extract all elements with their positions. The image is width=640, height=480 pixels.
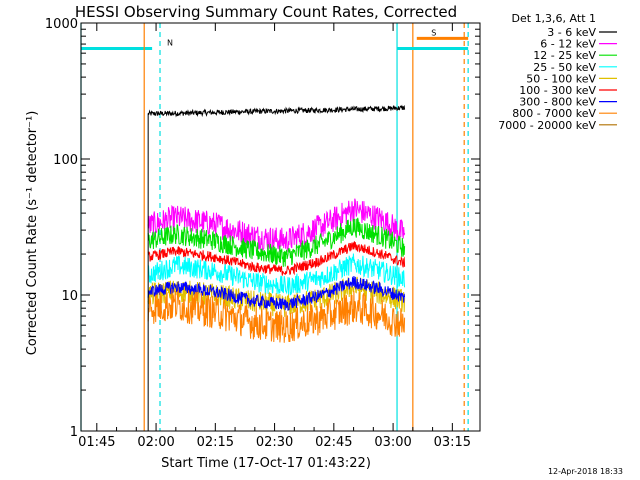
- observing-annotations: NS: [80, 23, 469, 431]
- series-line: [147, 198, 406, 253]
- x-axis-ticks: 01:45 02:00 02:15 02:30 02:45 03:00 03:15: [78, 23, 471, 450]
- legend-label: 6 - 12 keV: [540, 38, 596, 51]
- legend-label: 25 - 50 keV: [533, 61, 596, 74]
- legend-label: 12 - 25 keV: [533, 49, 596, 62]
- annotation-label: S: [431, 28, 436, 37]
- x-tick-label: 02:00: [137, 435, 174, 450]
- x-tick-label: 02:45: [315, 435, 352, 450]
- y-axis-ticks: 1 10 100 1000: [45, 17, 480, 440]
- legend-label: 300 - 800 keV: [519, 96, 596, 109]
- y-tick-label: 100: [53, 153, 78, 168]
- legend-label: 7000 - 20000 keV: [498, 119, 596, 132]
- series-line: [147, 289, 406, 343]
- legend-title: Det 1,3,6, Att 1: [512, 12, 596, 25]
- chart-title: HESSI Observing Summary Count Rates, Cor…: [75, 3, 457, 21]
- legend-label: 50 - 100 keV: [526, 72, 596, 85]
- legend-label: 3 - 6 keV: [547, 26, 596, 39]
- x-tick-label: 03:15: [434, 435, 471, 450]
- series-line: [147, 241, 406, 276]
- x-axis-label: Start Time (17-Oct-17 01:43:22): [161, 456, 371, 471]
- footer-timestamp: 12-Apr-2018 18:33: [548, 467, 623, 476]
- x-tick-label: 01:45: [78, 435, 115, 450]
- legend-label: 100 - 300 keV: [519, 84, 596, 97]
- y-tick-label: 10: [61, 289, 78, 304]
- series-line: [147, 253, 406, 297]
- plot-frame: [80, 22, 481, 432]
- series-group: [147, 104, 406, 431]
- y-tick-label: 1: [70, 425, 78, 440]
- y-axis-label: Corrected Count Rate (s⁻¹ detector⁻¹): [25, 111, 40, 356]
- x-tick-label: 02:15: [197, 435, 234, 450]
- x-tick-label: 03:00: [374, 435, 411, 450]
- series-line: [147, 275, 406, 311]
- series-line: [147, 217, 406, 267]
- series-line: [147, 104, 406, 118]
- legend-label: 800 - 7000 keV: [512, 107, 596, 120]
- x-tick-label: 02:30: [256, 435, 293, 450]
- y-tick-label: 1000: [45, 17, 78, 32]
- annotation-label: N: [167, 38, 173, 47]
